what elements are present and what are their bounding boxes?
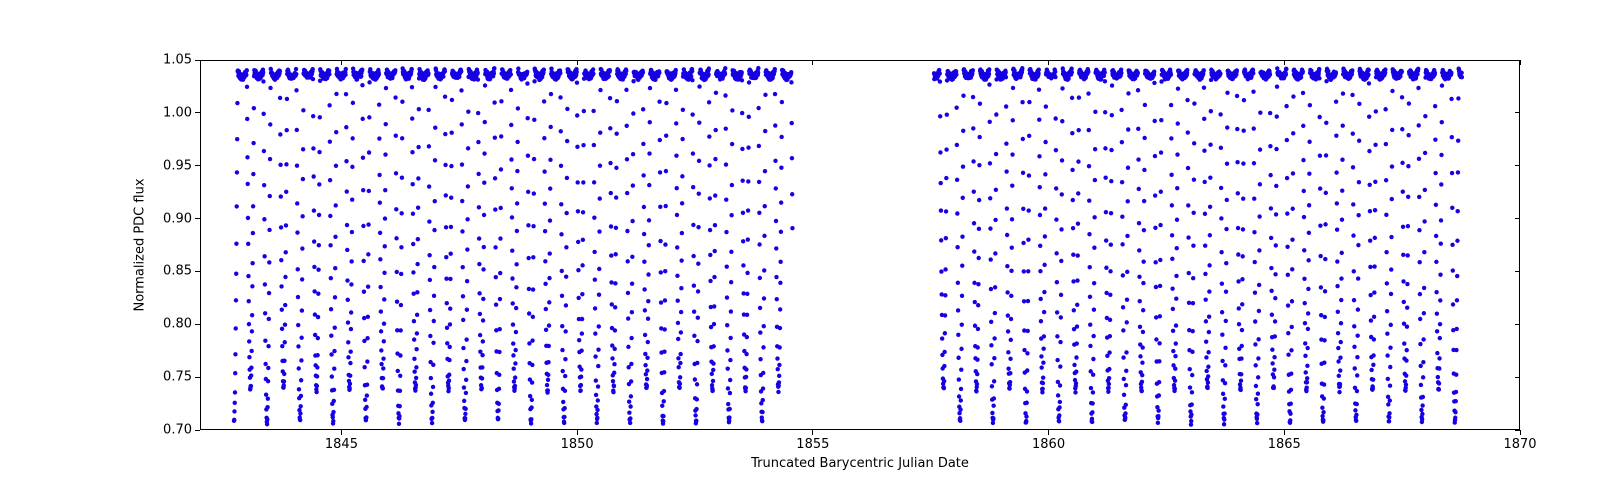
x-axis-label: Truncated Barycentric Julian Date (751, 456, 969, 471)
y-axis-label: Normalized PDC flux (133, 178, 148, 311)
plot-area (200, 60, 1520, 430)
y-tick-label: 0.75 (163, 370, 192, 385)
y-tick-label: 0.80 (163, 317, 192, 332)
y-tick-label: 0.70 (163, 423, 192, 438)
x-tick-label: 1865 (1268, 437, 1301, 452)
x-tick-label: 1855 (796, 437, 829, 452)
figure: Normalized PDC flux Truncated Barycentri… (0, 0, 1600, 500)
y-tick-label: 1.05 (163, 53, 192, 68)
x-tick-label: 1845 (325, 437, 358, 452)
lightcurve-scatter (201, 61, 1521, 431)
x-tick-label: 1870 (1503, 437, 1536, 452)
y-tick-label: 0.85 (163, 264, 192, 279)
y-tick-label: 0.90 (163, 211, 192, 226)
x-tick-label: 1850 (561, 437, 594, 452)
x-tick-label: 1860 (1032, 437, 1065, 452)
y-tick-label: 0.95 (163, 158, 192, 173)
y-tick-label: 1.00 (163, 105, 192, 120)
